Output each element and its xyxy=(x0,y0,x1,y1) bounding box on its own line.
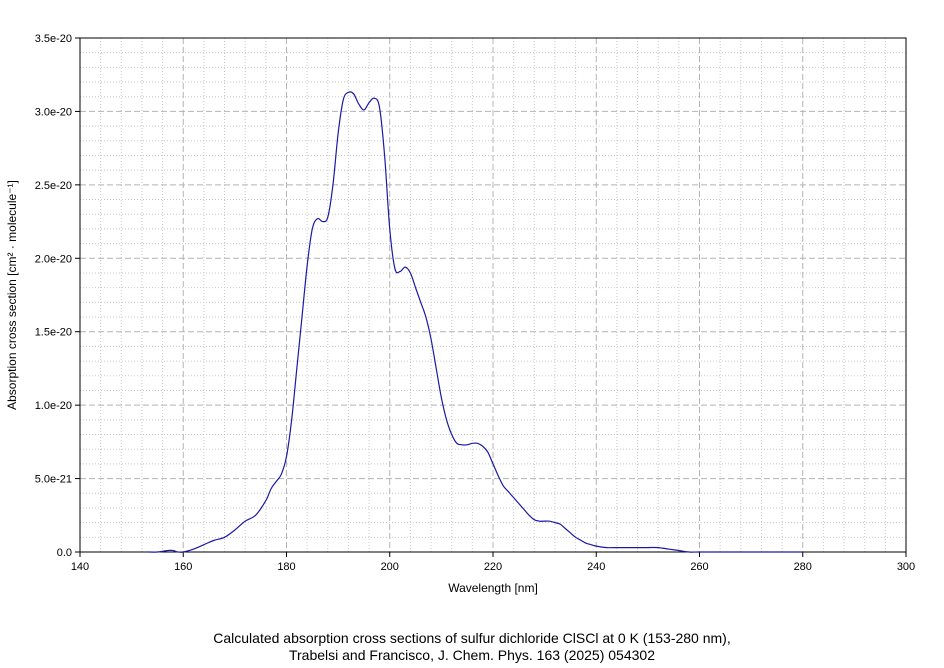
absorption-chart: 140 160 180 200 220 240 260 280 300 0.0 5.0e-21 1.0… xyxy=(5,33,915,595)
x-tick-label: 220 xyxy=(484,561,502,573)
y-tick-label: 3.5e-20 xyxy=(35,33,72,45)
x-tick-label: 240 xyxy=(587,561,605,573)
x-axis-title: Wavelength [nm] xyxy=(448,581,538,595)
axis-ticks: 140 160 180 200 220 240 260 280 300 0.0 5.0e-21 1.0… xyxy=(35,33,915,573)
series-line xyxy=(147,91,803,553)
y-tick-label: 5.0e-21 xyxy=(35,474,72,486)
x-tick-label: 200 xyxy=(381,561,399,573)
figure-caption: Calculated absorption cross sections of … xyxy=(0,630,944,664)
x-tick-label: 160 xyxy=(174,561,192,573)
caption-line-1: Calculated absorption cross sections of … xyxy=(213,630,731,646)
x-tick-label: 180 xyxy=(277,561,295,573)
y-axis-title: Absorption cross section [cm² · molecule… xyxy=(5,180,19,410)
grid xyxy=(80,38,906,552)
x-tick-label: 140 xyxy=(71,561,89,573)
x-tick-label: 300 xyxy=(897,561,915,573)
y-tick-label: 2.5e-20 xyxy=(35,180,72,192)
x-tick-label: 260 xyxy=(690,561,708,573)
x-tick-label: 280 xyxy=(794,561,812,573)
y-tick-label: 2.0e-20 xyxy=(35,253,72,265)
y-tick-label: 1.5e-20 xyxy=(35,327,72,339)
y-tick-label: 3.0e-20 xyxy=(35,106,72,118)
y-tick-label: 0.0 xyxy=(57,547,72,559)
y-tick-label: 1.0e-20 xyxy=(35,400,72,412)
caption-line-2: Trabelsi and Francisco, J. Chem. Phys. 1… xyxy=(288,647,655,663)
